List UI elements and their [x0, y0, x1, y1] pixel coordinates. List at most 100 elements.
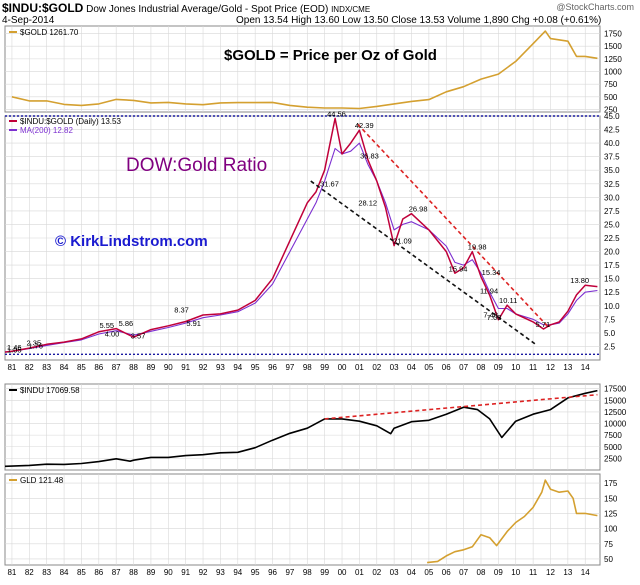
ratio-data-label: 19.98 [468, 243, 487, 252]
x-tick-label: 04 [407, 568, 416, 577]
dow-trendline [324, 393, 598, 420]
x-tick-label: 81 [7, 568, 16, 577]
watermark: @StockCharts.com [556, 2, 634, 12]
x-tick-label: 05 [424, 363, 433, 372]
x-tick-label: 91 [181, 568, 190, 577]
x-tick-label: 11 [529, 568, 538, 577]
y-tick-label: 125 [604, 509, 618, 518]
x-tick-label: 00 [338, 363, 347, 372]
x-tick-label: 07 [459, 363, 468, 372]
panel-frame-gold [4, 25, 601, 113]
high-value: 13.60 [314, 15, 340, 26]
ratio-data-label: 21.09 [393, 237, 412, 246]
x-tick-label: 02 [372, 568, 381, 577]
y-tick-label: 2500 [604, 454, 622, 463]
x-tick-label: 83 [42, 568, 51, 577]
x-tick-label: 87 [112, 568, 121, 577]
x-tick-label: 14 [581, 568, 590, 577]
x-tick-label: 07 [459, 568, 468, 577]
y-tick-label: 12.5 [604, 288, 620, 297]
gold-legend: $GOLD 1261.70 [20, 28, 79, 37]
y-tick-label: 7.5 [604, 315, 616, 324]
y-tick-label: 250 [604, 105, 618, 114]
x-tick-label: 06 [442, 363, 451, 372]
x-tick-label: 91 [181, 363, 190, 372]
x-tick-label: 09 [494, 363, 503, 372]
x-tick-label: 02 [372, 363, 381, 372]
ratio-data-label: 5.91 [186, 319, 201, 328]
dow-legend: $INDU 17069.58 [20, 386, 80, 395]
x-tick-label: 92 [199, 568, 208, 577]
x-tick-label: 82 [25, 363, 34, 372]
x-tick-label: 12 [546, 568, 555, 577]
chg-label: Chg [511, 15, 530, 26]
ratio-data-label: 4.00 [105, 329, 120, 338]
low-label: Low [342, 15, 361, 26]
y-tick-label: 5000 [604, 443, 622, 452]
x-tick-label: 06 [442, 568, 451, 577]
x-tick-label: 93 [216, 568, 225, 577]
y-tick-label: 25.0 [604, 220, 620, 229]
x-tick-label: 08 [477, 363, 486, 372]
ratio-data-label: 36.83 [360, 151, 379, 160]
y-tick-label: 37.5 [604, 153, 620, 162]
x-tick-label: 01 [355, 363, 364, 372]
ratio-data-label: 1.76 [28, 341, 43, 350]
ratio-data-label: 13.80 [570, 276, 589, 285]
ratio-data-label: 15.34 [482, 268, 501, 277]
ratio-data-label: 10.11 [499, 296, 517, 305]
close-label: Close [391, 15, 417, 26]
x-tick-label: 86 [94, 363, 103, 372]
ratio-data-label: 7.03 [487, 313, 502, 322]
x-tick-label: 96 [268, 568, 277, 577]
y-tick-label: 17.5 [604, 261, 620, 270]
chart-date: 4-Sep-2014 [2, 15, 55, 26]
x-tick-label: 88 [129, 568, 138, 577]
volume-label: Volume [447, 15, 481, 26]
ratio-data-label: 15.94 [449, 265, 468, 274]
y-tick-label: 10000 [604, 420, 627, 429]
x-tick-label: 94 [233, 568, 242, 577]
x-tick-label: 92 [199, 363, 208, 372]
ratio-data-label: 3.57 [131, 332, 146, 341]
x-tick-label: 11 [529, 363, 538, 372]
x-tick-label: 86 [94, 568, 103, 577]
ratio-data-label: 42.39 [355, 121, 374, 130]
x-tick-label: 01 [355, 568, 364, 577]
open-value: 13.54 [263, 15, 289, 26]
x-tick-label: 89 [146, 568, 155, 577]
y-tick-label: 75 [604, 540, 613, 549]
low-value: 13.50 [363, 15, 389, 26]
x-tick-label: 97 [285, 363, 294, 372]
y-tick-label: 30.0 [604, 193, 620, 202]
x-tick-label: 99 [320, 568, 329, 577]
ratio-data-label: 26.98 [409, 205, 428, 214]
ratio-data-label: 44.56 [327, 109, 346, 118]
close-value: 13.53 [419, 15, 445, 26]
y-tick-label: 42.5 [604, 126, 620, 135]
x-tick-label: 12 [546, 363, 555, 372]
ma-legend: MA(200) 12.82 [20, 126, 73, 135]
x-tick-label: 90 [164, 363, 173, 372]
copyright-annotation: © KirkLindstrom.com [55, 233, 208, 250]
x-tick-label: 13 [563, 363, 572, 372]
x-tick-label: 98 [303, 568, 312, 577]
x-tick-label: 85 [77, 363, 86, 372]
copyright-text: © KirkLindstrom.com [55, 233, 208, 250]
x-tick-label: 83 [42, 363, 51, 372]
x-tick-label: 93 [216, 363, 225, 372]
y-tick-label: 175 [604, 479, 618, 488]
y-tick-label: 1000 [604, 68, 622, 77]
y-tick-label: 7500 [604, 431, 622, 440]
y-tick-label: 32.5 [604, 180, 620, 189]
ratio-data-label: 1.05 [7, 345, 22, 354]
x-tick-label: 10 [511, 568, 520, 577]
y-tick-label: 22.5 [604, 234, 620, 243]
x-tick-label: 14 [581, 363, 590, 372]
ratio-data-label: 1.46 [7, 343, 22, 352]
x-tick-label: 84 [60, 363, 69, 372]
x-tick-label: 95 [251, 363, 260, 372]
gld-series-line [427, 479, 598, 564]
